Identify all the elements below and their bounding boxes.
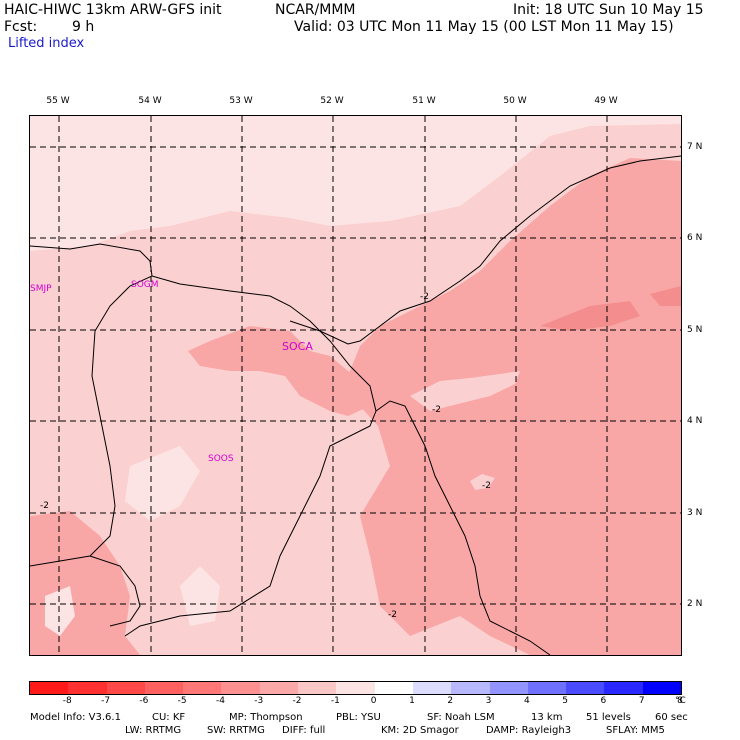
colorbar-cell (144, 682, 184, 694)
contour-label: -2 (482, 481, 491, 491)
contour-label: -2 (388, 610, 397, 620)
footer-cu: CU: KF (152, 712, 186, 723)
colorbar-cell (183, 682, 222, 694)
colorbar-cell (221, 682, 260, 694)
map-panel[interactable] (29, 115, 682, 656)
colorbar-tick-label: 7 (638, 696, 645, 706)
colorbar-tick-label: -8 (62, 696, 72, 706)
footer-damp: DAMP: Rayleigh3 (486, 725, 572, 736)
lon-label: 54 W (138, 96, 162, 106)
lon-label: 49 W (594, 96, 618, 106)
contour-label: -2 (432, 405, 441, 415)
colorbar-cell (336, 682, 375, 694)
lat-label: 4 N (687, 416, 703, 426)
lon-label: 50 W (503, 96, 527, 106)
org-title: NCAR/MMM (275, 2, 356, 18)
colorbar-cell (374, 682, 413, 694)
footer-sw: SW: RRTMG (207, 725, 265, 736)
footer-lw: LW: RRTMG (125, 725, 182, 736)
lat-label: 6 N (687, 233, 703, 243)
colorbar-tick-label: 0 (370, 696, 377, 706)
forecast-hour: 9 h (72, 19, 95, 35)
footer-diff: DIFF: full (282, 725, 326, 736)
field-name: Lifted index (8, 36, 85, 51)
station-label: SOOS (208, 454, 234, 464)
colorbar (29, 681, 682, 695)
contour-label: -2 (420, 292, 429, 302)
colorbar-cell (30, 682, 69, 694)
station-label: SOGM (131, 280, 159, 290)
lat-label: 7 N (687, 142, 703, 152)
colorbar-unit: °C (675, 696, 686, 706)
colorbar-tick-label: 5 (562, 696, 568, 706)
lon-label: 53 W (229, 96, 253, 106)
footer-sflay: SFLAY: MM5 (606, 725, 665, 736)
colorbar-cell (68, 682, 107, 694)
station-label: SOCA (282, 340, 313, 353)
forecast-label: Fcst: (4, 19, 38, 35)
colorbar-tick-label: 2 (447, 696, 454, 706)
lon-label: 51 W (412, 96, 436, 106)
lat-label: 2 N (687, 599, 703, 609)
colorbar-tick-label: 1 (409, 696, 415, 706)
colorbar-tick-label: 4 (523, 696, 530, 706)
colorbar-tick-label: 6 (600, 696, 607, 706)
footer-resolution: 13 km (531, 712, 563, 723)
footer-model-info: Model Info: V3.6.1 (30, 712, 121, 723)
colorbar-cell (604, 682, 643, 694)
colorbar-tick-label: 8 (677, 696, 683, 706)
footer-km: KM: 2D Smagor (381, 725, 459, 736)
lat-label: 3 N (687, 508, 703, 518)
lon-label: 55 W (46, 96, 70, 106)
colorbar-cell (106, 682, 145, 694)
colorbar-cell (259, 682, 299, 694)
footer-sf: SF: Noah LSM (427, 712, 495, 723)
contour-label: -2 (40, 501, 49, 511)
colorbar-tick-label: -7 (101, 696, 111, 706)
lon-label: 52 W (320, 96, 344, 106)
valid-time: Valid: 03 UTC Mon 11 May 15 (00 LST Mon … (294, 19, 674, 35)
colorbar-tick-label: -1 (330, 696, 340, 706)
footer-mp: MP: Thompson (229, 712, 303, 723)
colorbar-cell (298, 682, 337, 694)
footer-timestep: 60 sec (655, 712, 688, 723)
colorbar-tick-label: -4 (215, 696, 225, 706)
colorbar-tick-label: 3 (485, 696, 492, 706)
colorbar-cell (412, 682, 452, 694)
footer-levels: 51 levels (586, 712, 631, 723)
model-title: HAIC-HIWC 13km ARW-GFS init (4, 2, 222, 18)
colorbar-cell (527, 682, 567, 694)
colorbar-cell (642, 682, 682, 694)
colorbar-cell (566, 682, 605, 694)
footer-pbl: PBL: YSU (336, 712, 381, 723)
station-label: SMJP (30, 284, 52, 294)
lifted-index-field (30, 116, 681, 655)
lat-label: 5 N (687, 325, 703, 335)
colorbar-tick-label: -6 (139, 696, 149, 706)
colorbar-cell (451, 682, 490, 694)
init-time: Init: 18 UTC Sun 10 May 15 (513, 2, 704, 18)
colorbar-tick-label: -2 (292, 696, 302, 706)
colorbar-tick-label: -3 (254, 696, 264, 706)
colorbar-tick-label: -5 (177, 696, 187, 706)
colorbar-cell (489, 682, 528, 694)
